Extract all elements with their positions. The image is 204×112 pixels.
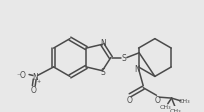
Text: O: O — [125, 95, 131, 104]
Text: CH₃: CH₃ — [169, 108, 180, 112]
Text: CH₃: CH₃ — [158, 104, 170, 109]
Text: +: + — [36, 78, 40, 83]
Text: N: N — [32, 72, 37, 81]
Text: S: S — [121, 54, 126, 62]
Text: S: S — [100, 68, 105, 76]
Text: N: N — [134, 65, 140, 74]
Text: ⁻O: ⁻O — [17, 70, 26, 79]
Text: O: O — [154, 95, 160, 104]
Text: N: N — [100, 39, 106, 47]
Text: CH₃: CH₃ — [178, 99, 190, 103]
Text: O: O — [31, 85, 37, 94]
